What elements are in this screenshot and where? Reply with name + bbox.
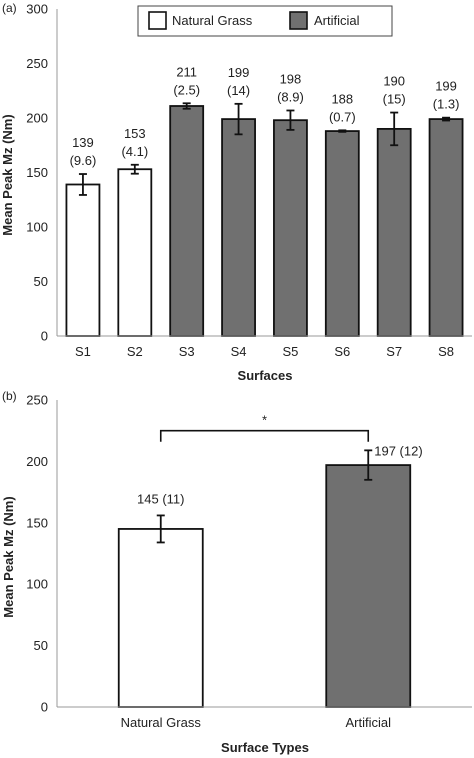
significance-bracket — [159, 429, 370, 442]
chart-a-y-tick-label: 250 — [26, 56, 48, 71]
chart-a-legend: Natural Grass Artificial — [137, 5, 393, 37]
data-label-sd-s8: (1.3) — [433, 97, 460, 112]
panel-b-label: (b) — [2, 389, 17, 403]
x-tick-label-s7: S7 — [386, 344, 402, 359]
chart-b-y-ticks: 0 50 100 150 200 250 — [26, 393, 48, 715]
x-tick-label-natural-grass: Natural Grass — [121, 715, 202, 730]
chart-b-significance: * — [159, 413, 370, 442]
bar-s1 — [65, 183, 101, 337]
x-tick-label-s6: S6 — [334, 344, 350, 359]
x-tick-label-s2: S2 — [127, 344, 143, 359]
bar-s6 — [324, 130, 360, 337]
data-label-sd-s6: (0.7) — [329, 109, 356, 124]
bar-s3 — [169, 105, 205, 337]
chart-b-error-bars — [156, 449, 373, 544]
chart-b-axes — [56, 400, 472, 708]
chart-b-y-tick-label: 150 — [26, 515, 48, 530]
data-label-sd-s3: (2.5) — [173, 82, 200, 97]
x-tick-label-artificial: Artificial — [345, 715, 391, 730]
chart-b-y-tick-label: 50 — [34, 638, 48, 653]
panel-a-label: (a) — [2, 1, 17, 15]
chart-b-y-tick-label: 0 — [41, 700, 48, 715]
data-label-mean-s1: 139 — [72, 135, 94, 150]
chart-a-y-tick-label: 0 — [41, 329, 48, 344]
bar-s8 — [428, 118, 464, 337]
legend-label-natural: Natural Grass — [172, 13, 253, 28]
bar-natural-grass — [117, 528, 204, 708]
data-label-mean-s7: 190 — [383, 74, 405, 89]
chart-a: (a) Mean Peak Mz (Nm) Surfaces 0 50 100 150… — [0, 1, 472, 383]
data-label-artificial: 197 (12) — [374, 443, 422, 458]
chart-b-y-tick-label: 100 — [26, 577, 48, 592]
data-label-sd-s7: (15) — [383, 92, 406, 107]
data-label-mean-s6: 188 — [331, 91, 353, 106]
data-label-mean-s5: 198 — [280, 71, 302, 86]
data-label-mean-s2: 153 — [124, 126, 146, 141]
chart-a-y-tick-label: 50 — [34, 274, 48, 289]
chart-a-y-tick-label: 200 — [26, 111, 48, 126]
data-label-sd-s1: (9.6) — [70, 153, 97, 168]
chart-a-y-tick-label: 300 — [26, 2, 48, 17]
chart-b-y-tick-label: 200 — [26, 454, 48, 469]
x-tick-label-s3: S3 — [179, 344, 195, 359]
chart-b: (b) Mean Peak Mz (Nm) Surface Types 0 50 1… — [1, 389, 472, 755]
data-label-natural-grass: 145 (11) — [137, 491, 184, 506]
x-tick-label-s5: S5 — [282, 344, 298, 359]
bar-s7 — [376, 127, 412, 337]
chart-a-x-ticks: S1 S2 S3 S4 S5 S6 S7 S8 — [75, 344, 454, 359]
legend-box — [137, 5, 393, 37]
chart-a-axes — [56, 9, 472, 337]
chart-b-bars — [117, 464, 412, 708]
chart-a-y-ticks: 0 50 100 150 200 250 300 — [26, 2, 48, 344]
bar-s5 — [273, 119, 308, 337]
legend-swatch-artificial — [289, 11, 308, 30]
x-tick-label-s4: S4 — [231, 344, 247, 359]
chart-a-xlabel: Surfaces — [238, 368, 293, 383]
chart-a-ylabel: Mean Peak Mz (Nm) — [0, 114, 15, 235]
legend-swatch-natural — [148, 11, 167, 30]
bar-artificial — [325, 464, 412, 708]
data-label-mean-s8: 199 — [435, 79, 457, 94]
data-label-sd-s2: (4.1) — [121, 144, 148, 159]
chart-a-y-tick-label: 150 — [26, 165, 48, 180]
chart-a-y-tick-label: 100 — [26, 220, 48, 235]
x-tick-label-s1: S1 — [75, 344, 91, 359]
chart-a-data-labels: (9.6) 139 (4.1) 153 (2.5) 211 (14) 199 (8.9) 198 (… — [70, 64, 460, 168]
significance-marker: * — [262, 413, 267, 428]
x-tick-label-s8: S8 — [438, 344, 454, 359]
bar-s2 — [117, 168, 153, 337]
data-label-mean-s3: 211 — [176, 64, 197, 79]
bar-s4 — [221, 118, 256, 337]
chart-b-ylabel: Mean Peak Mz (Nm) — [1, 496, 16, 617]
chart-b-y-tick-label: 250 — [26, 393, 48, 408]
chart-b-data-labels: 145 (11) 197 (12) — [137, 443, 423, 506]
chart-b-xlabel: Surface Types — [221, 740, 309, 755]
legend-label-artificial: Artificial — [314, 13, 360, 28]
chart-a-error-bars — [78, 102, 451, 196]
chart-b-x-ticks: Natural Grass Artificial — [121, 715, 391, 730]
data-label-mean-s4: 199 — [228, 65, 250, 80]
data-label-sd-s4: (14) — [227, 83, 250, 98]
data-label-sd-s5: (8.9) — [277, 89, 304, 104]
